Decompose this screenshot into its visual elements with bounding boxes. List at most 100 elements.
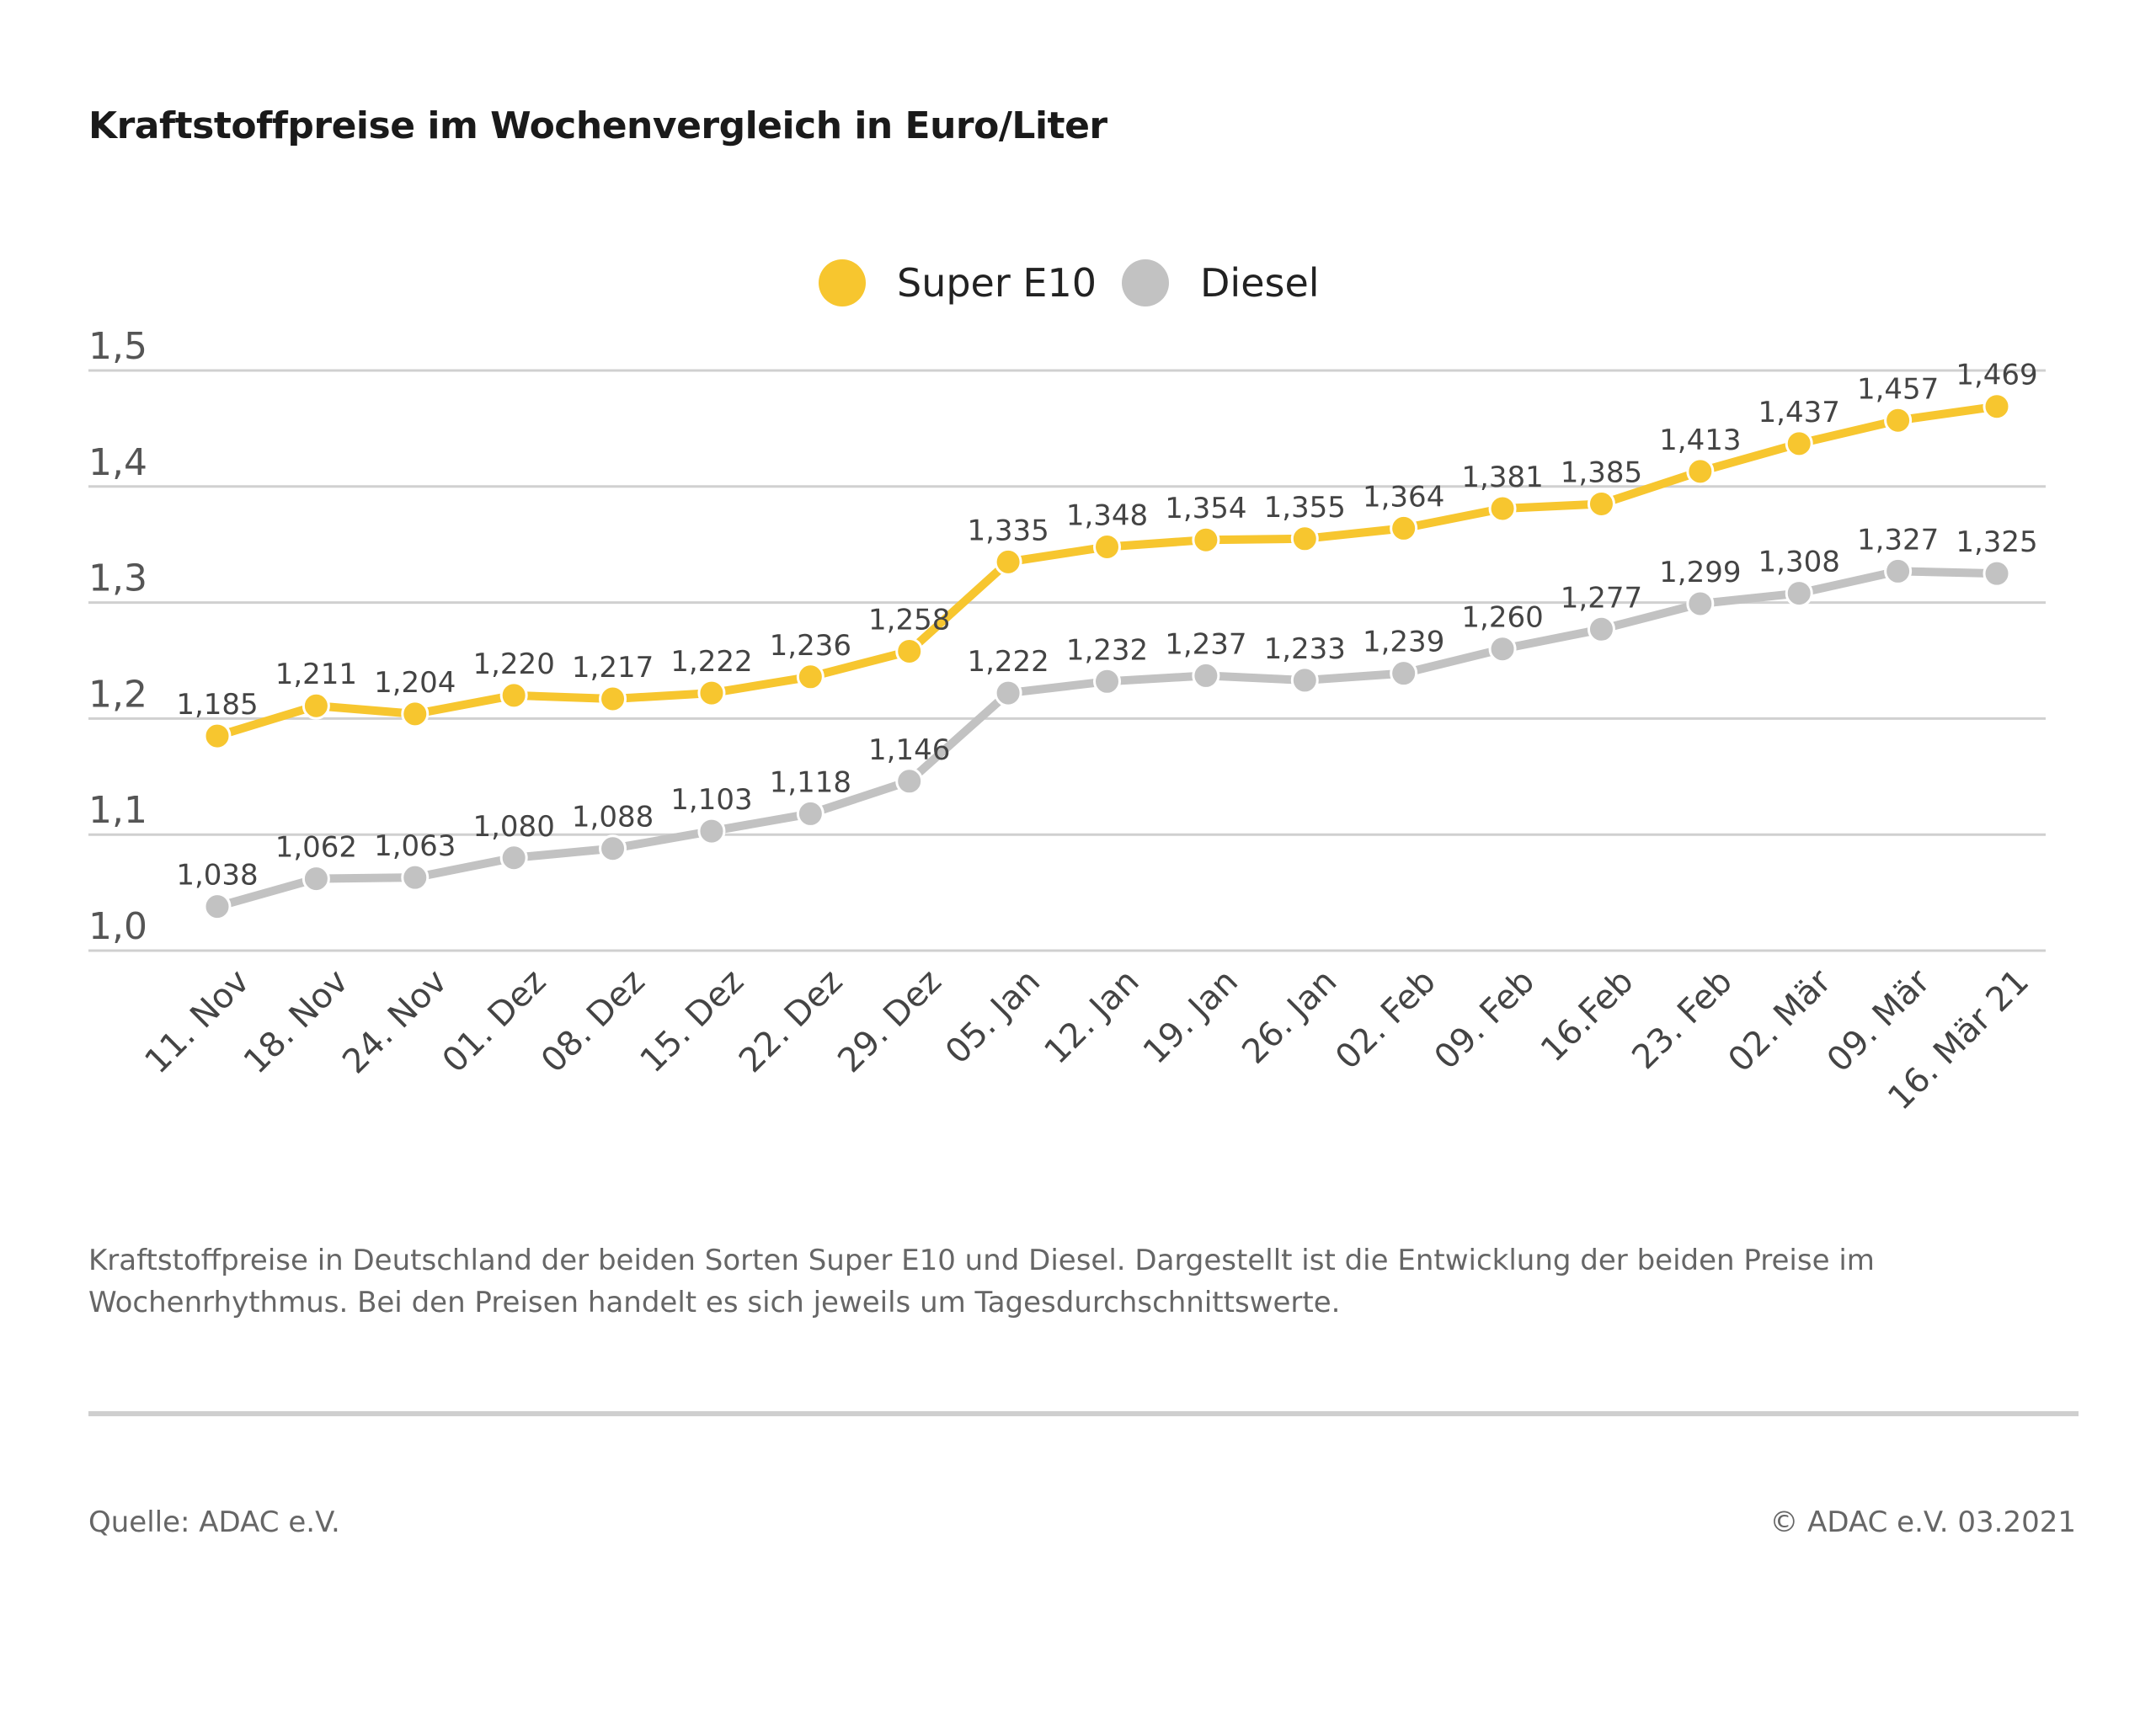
data-label: 1,062 bbox=[275, 831, 357, 865]
data-point bbox=[302, 691, 330, 720]
y-tick-label: 1,0 bbox=[88, 905, 147, 948]
data-label: 1,348 bbox=[1066, 498, 1148, 532]
data-label: 1,457 bbox=[1857, 372, 1939, 406]
data-point bbox=[1785, 429, 1813, 458]
x-tick-label: 16.Feb bbox=[1534, 962, 1641, 1070]
legend-marker-super-e10 bbox=[819, 259, 866, 306]
data-point bbox=[401, 863, 430, 892]
data-label: 1,385 bbox=[1561, 456, 1642, 489]
data-label: 1,260 bbox=[1461, 601, 1543, 635]
data-label: 1,381 bbox=[1461, 461, 1543, 494]
x-tick-label: 05. Jan bbox=[938, 962, 1048, 1072]
x-tick-label: 01. Dez bbox=[435, 962, 554, 1081]
data-label: 1,220 bbox=[472, 647, 554, 681]
data-point bbox=[302, 865, 330, 893]
data-label: 1,204 bbox=[374, 666, 456, 700]
data-point bbox=[203, 722, 232, 750]
data-label: 1,258 bbox=[868, 603, 950, 637]
copyright-note: © ADAC e.V. 03.2021 bbox=[1769, 1505, 2076, 1539]
data-point bbox=[1192, 661, 1220, 690]
chart-title: Kraftstoffpreise im Wochenvergleich in E… bbox=[88, 104, 1107, 147]
data-label: 1,080 bbox=[472, 810, 554, 844]
data-point bbox=[599, 685, 627, 713]
data-point bbox=[1884, 557, 1913, 585]
data-point bbox=[401, 700, 430, 728]
data-point bbox=[796, 663, 825, 691]
data-point bbox=[895, 637, 924, 665]
y-tick-label: 1,4 bbox=[88, 441, 147, 484]
data-point bbox=[994, 547, 1022, 576]
data-point bbox=[1488, 635, 1517, 663]
data-label: 1,236 bbox=[770, 629, 851, 663]
x-tick-label: 18. Nov bbox=[237, 962, 356, 1082]
data-point bbox=[1390, 659, 1418, 688]
x-tick-label: 22. Dez bbox=[732, 962, 851, 1081]
data-point bbox=[1587, 489, 1615, 518]
data-label: 1,327 bbox=[1857, 523, 1939, 557]
x-tick-label: 23. Feb bbox=[1625, 962, 1740, 1078]
source-note: Quelle: ADAC e.V. bbox=[88, 1505, 340, 1539]
data-point bbox=[994, 679, 1022, 707]
x-tick-label: 02. Feb bbox=[1328, 962, 1444, 1078]
data-label: 1,335 bbox=[967, 514, 1049, 547]
x-tick-label: 09. Feb bbox=[1428, 962, 1543, 1078]
x-tick-label: 26. Jan bbox=[1235, 962, 1344, 1072]
series-line-diesel bbox=[216, 567, 1998, 911]
legend-label: Diesel bbox=[1200, 260, 1320, 306]
legend-label: Super E10 bbox=[897, 260, 1097, 306]
y-tick-label: 1,5 bbox=[88, 325, 147, 368]
data-label: 1,325 bbox=[1956, 525, 2037, 559]
data-point bbox=[1785, 579, 1813, 608]
data-label: 1,469 bbox=[1956, 359, 2037, 392]
data-label: 1,232 bbox=[1066, 633, 1148, 667]
x-tick-label: 29. Dez bbox=[830, 962, 949, 1081]
data-point bbox=[1093, 532, 1121, 561]
data-label: 1,222 bbox=[967, 645, 1049, 679]
y-tick-label: 1,3 bbox=[88, 557, 147, 600]
data-label: 1,239 bbox=[1363, 626, 1444, 659]
data-point bbox=[203, 893, 232, 921]
x-tick-label: 24. Nov bbox=[335, 962, 455, 1082]
data-label: 1,299 bbox=[1659, 556, 1741, 589]
data-point bbox=[697, 817, 726, 845]
data-point bbox=[1884, 406, 1913, 434]
data-point bbox=[1093, 667, 1121, 695]
data-label: 1,103 bbox=[670, 783, 752, 817]
data-label: 1,211 bbox=[275, 658, 357, 691]
data-label: 1,364 bbox=[1363, 480, 1444, 514]
y-tick-label: 1,2 bbox=[88, 673, 147, 716]
data-point bbox=[1290, 525, 1319, 553]
data-label: 1,088 bbox=[572, 801, 654, 834]
x-tick-label: 12. Jan bbox=[1037, 962, 1146, 1072]
data-point bbox=[1290, 666, 1319, 695]
data-point bbox=[1488, 494, 1517, 523]
data-label: 1,185 bbox=[176, 688, 258, 722]
data-label: 1,063 bbox=[374, 829, 456, 863]
data-label: 1,222 bbox=[670, 645, 752, 679]
y-tick-label: 1,1 bbox=[88, 789, 147, 832]
x-tick-label: 19. Jan bbox=[1136, 962, 1246, 1072]
data-label: 1,233 bbox=[1264, 632, 1346, 666]
data-point bbox=[697, 679, 726, 707]
data-point bbox=[1686, 457, 1715, 486]
legend-marker-diesel bbox=[1122, 259, 1169, 306]
x-tick-label: 11. Nov bbox=[137, 962, 257, 1082]
divider bbox=[88, 1411, 2079, 1416]
data-label: 1,237 bbox=[1165, 627, 1246, 661]
chart-caption: Kraftstoffpreise in Deutschland der beid… bbox=[88, 1244, 1875, 1319]
x-tick-label: 02. Mär bbox=[1721, 962, 1838, 1079]
data-point bbox=[1192, 525, 1220, 554]
data-label: 1,277 bbox=[1561, 581, 1642, 615]
x-tick-label: 08. Dez bbox=[534, 962, 653, 1081]
data-point bbox=[1686, 589, 1715, 618]
data-point bbox=[1587, 615, 1615, 643]
data-label: 1,437 bbox=[1758, 396, 1840, 429]
data-point bbox=[895, 767, 924, 796]
data-label: 1,217 bbox=[572, 651, 654, 685]
data-point bbox=[499, 844, 528, 872]
data-label: 1,354 bbox=[1165, 492, 1246, 525]
data-point bbox=[796, 799, 825, 828]
data-label: 1,146 bbox=[868, 733, 950, 767]
data-label: 1,118 bbox=[770, 765, 851, 799]
